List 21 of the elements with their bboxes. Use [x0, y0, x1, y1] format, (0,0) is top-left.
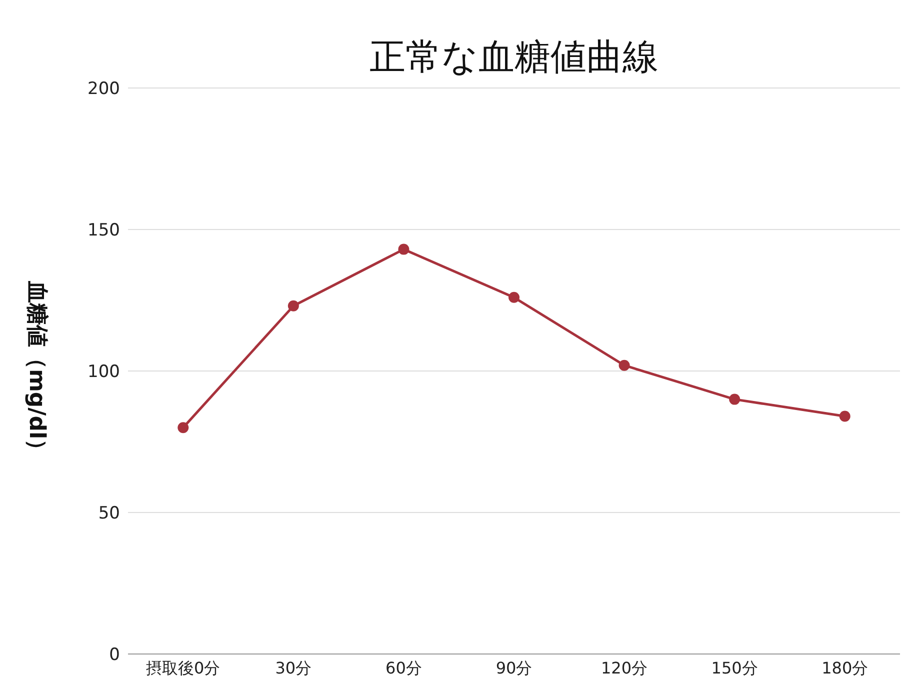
point	[839, 410, 850, 422]
point	[508, 292, 520, 303]
x-tick-label: 90分	[496, 658, 532, 678]
chart-title: 正常な血糖値曲線	[368, 36, 660, 80]
y-tick-label: 100	[88, 362, 120, 382]
point	[398, 244, 410, 255]
point	[729, 394, 740, 405]
x-tick-label: 150分	[711, 658, 758, 678]
point	[618, 360, 630, 371]
x-tick-label: 30分	[275, 658, 312, 678]
x-tick-label: 120分	[601, 658, 648, 678]
x-tick-label: 摂取後0分	[146, 658, 220, 678]
y-tick-label: 50	[98, 504, 120, 524]
y-axis-title: 血糖値（mg/dl）	[24, 280, 50, 461]
y-tick-label: 200	[88, 79, 120, 100]
point	[178, 422, 189, 434]
y-tick-label: 0	[109, 645, 120, 666]
x-tick-label: 180分	[822, 658, 868, 678]
point	[288, 300, 299, 312]
x-tick-label: 60分	[386, 658, 422, 678]
y-tick-label: 150	[88, 220, 120, 241]
